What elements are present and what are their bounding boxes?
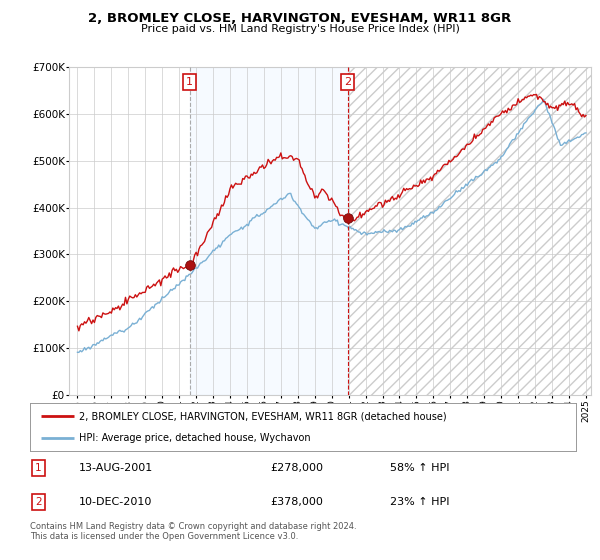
Text: Price paid vs. HM Land Registry's House Price Index (HPI): Price paid vs. HM Land Registry's House … [140, 24, 460, 34]
Text: 2: 2 [344, 77, 352, 87]
Text: £378,000: £378,000 [270, 497, 323, 507]
Text: 58% ↑ HPI: 58% ↑ HPI [391, 463, 450, 473]
Text: HPI: Average price, detached house, Wychavon: HPI: Average price, detached house, Wych… [79, 433, 311, 443]
Text: 10-DEC-2010: 10-DEC-2010 [79, 497, 152, 507]
Text: 1: 1 [35, 463, 41, 473]
Text: 2, BROMLEY CLOSE, HARVINGTON, EVESHAM, WR11 8GR (detached house): 2, BROMLEY CLOSE, HARVINGTON, EVESHAM, W… [79, 411, 447, 421]
Text: 2, BROMLEY CLOSE, HARVINGTON, EVESHAM, WR11 8GR: 2, BROMLEY CLOSE, HARVINGTON, EVESHAM, W… [88, 12, 512, 25]
Bar [190, 67, 348, 395]
Text: £278,000: £278,000 [270, 463, 323, 473]
Text: 23% ↑ HPI: 23% ↑ HPI [391, 497, 450, 507]
Text: 13-AUG-2001: 13-AUG-2001 [79, 463, 154, 473]
Text: 1: 1 [186, 77, 193, 87]
Bar [348, 67, 595, 395]
Text: Contains HM Land Registry data © Crown copyright and database right 2024.
This d: Contains HM Land Registry data © Crown c… [30, 522, 356, 542]
Bar [348, 67, 595, 395]
Text: 2: 2 [35, 497, 41, 507]
